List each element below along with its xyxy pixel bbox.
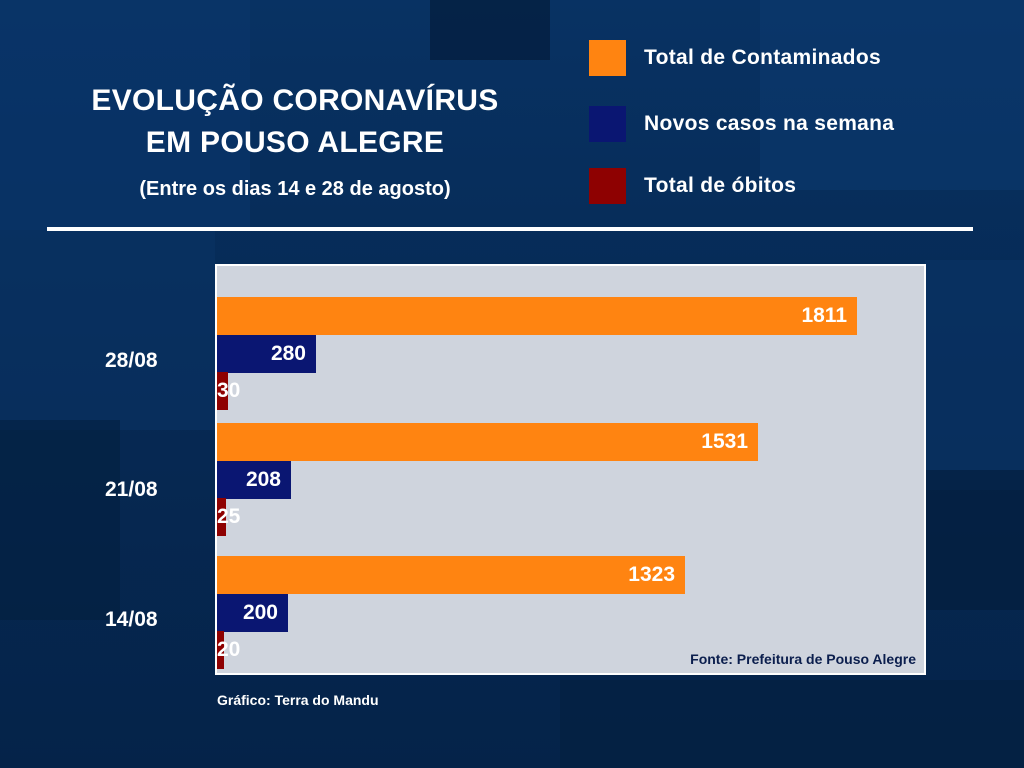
value-label-contaminados-21-08: 1531: [701, 430, 748, 453]
legend-swatch-novos: [589, 106, 626, 142]
title-divider: [47, 227, 973, 231]
value-label-novos-28-08: 280: [270, 342, 306, 365]
bar-obitos-28-08: [217, 372, 228, 410]
legend-swatch-contaminados: [589, 40, 626, 76]
legend-item-novos: Novos casos na semana: [589, 106, 894, 142]
bar-obitos-14-08: [217, 631, 224, 669]
chart-subtitle: (Entre os dias 14 e 28 de agosto): [139, 178, 451, 200]
chart-title-block: EVOLUÇÃO CORONAVÍRUS EM POUSO ALEGRE (En…: [50, 80, 540, 201]
value-label-contaminados-14-08: 1323: [628, 563, 675, 586]
legend-item-obitos: Total de óbitos: [589, 168, 796, 204]
chart-credit: Gráfico: Terra do Mandu: [217, 692, 379, 708]
category-label-28-08: 28/08: [105, 349, 158, 372]
legend-label-novos: Novos casos na semana: [644, 112, 895, 135]
category-label-21-08: 21/08: [105, 478, 158, 501]
value-label-obitos-21-08: 25: [217, 505, 241, 528]
plot-area: Fonte: Prefeitura de Pouso Alegre 1811 28…: [215, 264, 926, 675]
value-label-contaminados-28-08: 1811: [801, 304, 847, 327]
bar-contaminados-21-08: [217, 423, 758, 461]
category-label-14-08: 14/08: [105, 608, 158, 631]
legend-label-contaminados: Total de Contaminados: [644, 46, 881, 69]
legend-item-contaminados: Total de Contaminados: [589, 40, 881, 76]
bar-novos-21-08: [217, 461, 291, 499]
legend-swatch-obitos: [589, 168, 626, 204]
chart-title-line-2: EM POUSO ALEGRE: [145, 126, 445, 159]
value-label-novos-21-08: 208: [245, 468, 281, 491]
bar-novos-28-08: [217, 335, 316, 373]
value-label-novos-14-08: 200: [242, 601, 278, 624]
value-label-obitos-28-08: 30: [217, 379, 241, 402]
source-note: Fonte: Prefeitura de Pouso Alegre: [690, 651, 916, 667]
legend-label-obitos: Total de óbitos: [644, 174, 797, 197]
bar-novos-14-08: [217, 594, 288, 632]
bar-contaminados-28-08: [217, 297, 857, 335]
bar-obitos-21-08: [217, 498, 226, 536]
bar-contaminados-14-08: [217, 556, 685, 594]
chart-title-line-1: EVOLUÇÃO CORONAVÍRUS: [91, 84, 499, 117]
value-label-obitos-14-08: 20: [217, 638, 241, 661]
